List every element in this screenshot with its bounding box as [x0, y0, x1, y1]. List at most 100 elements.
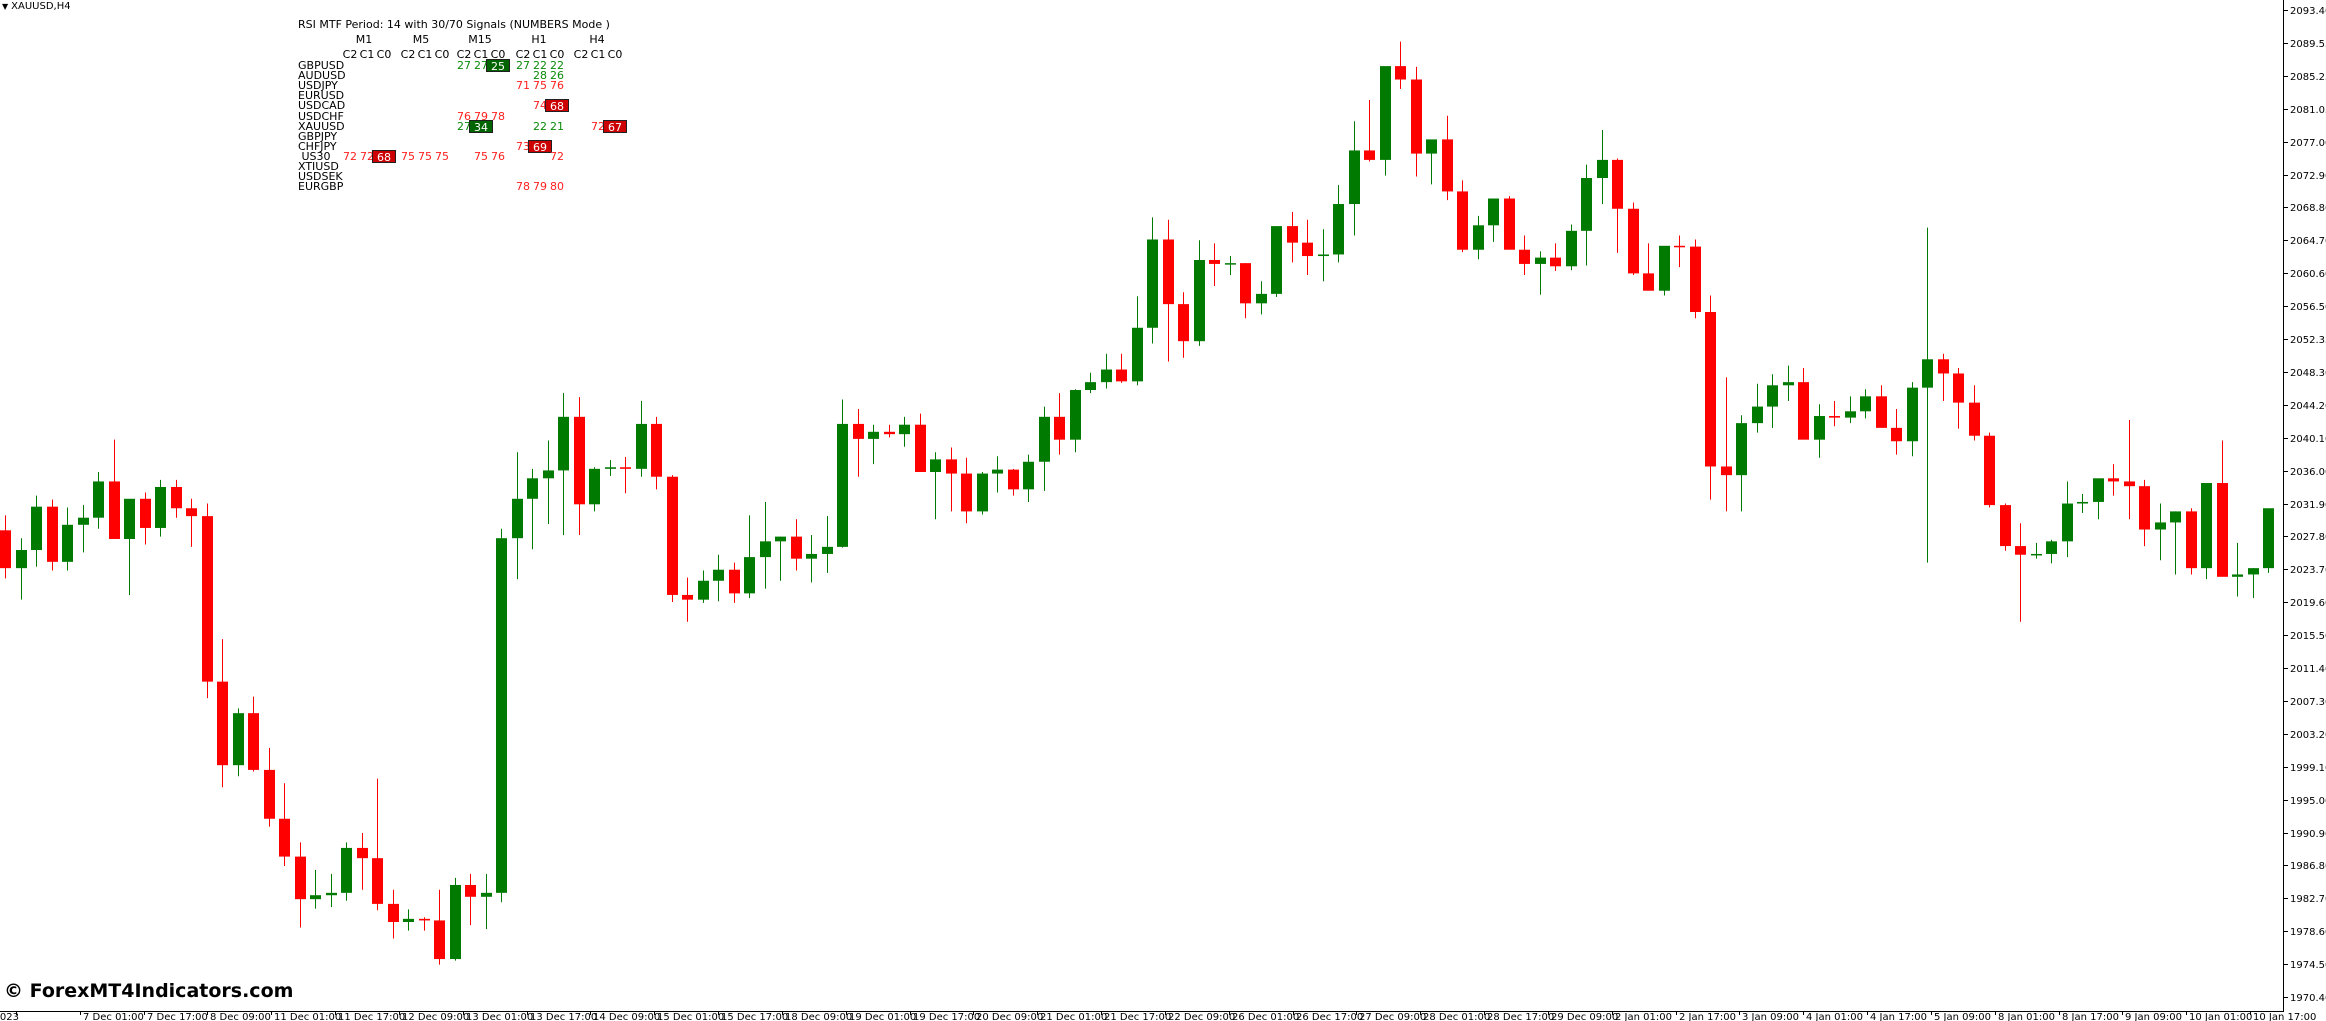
candle [1597, 129, 1608, 205]
price-axis[interactable]: 2093.40 2089.55 2085.25 2081.05 2077.00 2072.… [2283, 0, 2326, 1011]
price-label: 1970.40 [2290, 993, 2326, 1004]
candle [1938, 353, 1949, 402]
candle [1798, 367, 1809, 440]
candle [450, 877, 461, 961]
rsi-value: 72 [550, 150, 564, 163]
window-menu-icon[interactable]: ▼ [2, 1, 9, 11]
candle [1256, 281, 1267, 315]
price-label: 2089.55 [2290, 39, 2326, 50]
candle [310, 869, 321, 909]
candle [589, 467, 600, 512]
price-label: 2011.40 [2290, 664, 2326, 675]
bear-candle-body [434, 920, 445, 960]
candle [806, 535, 817, 583]
candle [1039, 406, 1050, 491]
symbol-label: EURGBP [298, 180, 344, 193]
candle [1907, 382, 1918, 457]
bull-candle-body [543, 470, 554, 479]
bull-candle-body [589, 468, 600, 505]
time-label: 28 Dec 01:00 [1423, 1012, 1490, 1021]
symbol-label: XTIUSD [298, 160, 339, 173]
candle [2217, 440, 2228, 577]
bear-candle-body [1411, 79, 1422, 154]
candle [31, 495, 42, 567]
time-label: 8 Jan 01:00 [1998, 1012, 2055, 1021]
price-label: 1999.10 [2290, 763, 2326, 774]
candle-column-header: C0 [549, 48, 565, 61]
candle [2124, 419, 2135, 520]
time-label: 11 Dec 17:00 [338, 1012, 405, 1021]
bear-candle-body [1829, 416, 1840, 418]
price-label: 2031.90 [2290, 500, 2326, 511]
candle [775, 536, 786, 581]
price-label: 1995.00 [2290, 796, 2326, 807]
candle [651, 416, 662, 490]
bull-candle-body [1085, 382, 1096, 391]
bear-candle-body [1054, 416, 1065, 440]
price-label: 1990.90 [2290, 829, 2326, 840]
rsi-value: 22 [533, 120, 547, 133]
candle [2248, 568, 2259, 599]
rsi-value: 27 [516, 59, 530, 72]
bull-candle-body [1752, 406, 1763, 424]
bull-candle-body [1101, 369, 1112, 383]
candle [481, 873, 492, 930]
bull-candle-body [775, 536, 786, 542]
bull-candle-body [155, 486, 166, 528]
bull-candle-body [822, 546, 833, 554]
bull-candle-body [636, 423, 647, 469]
bull-candle-body [899, 424, 910, 435]
candle [1442, 115, 1453, 201]
bull-candle-body [341, 847, 352, 893]
bull-candle-body [1767, 385, 1778, 407]
bear-candle-body [574, 416, 585, 505]
candle [1240, 263, 1251, 319]
price-label: 1982.70 [2290, 894, 2326, 905]
bear-candle-body [791, 536, 802, 559]
time-label: 27 Dec 09:00 [1359, 1012, 1426, 1021]
candle [1984, 432, 1995, 508]
candle [1302, 219, 1313, 275]
candle [279, 783, 290, 867]
bull-candle-body [1736, 423, 1747, 476]
bull-candle-body [450, 884, 461, 960]
candle [1132, 296, 1143, 386]
rsi-value: 75 [474, 150, 488, 163]
candle [884, 424, 895, 438]
time-label: 11 Dec 01:00 [274, 1012, 341, 1021]
candle [341, 842, 352, 901]
bull-candle-body [496, 538, 507, 893]
symbol-label: EURUSD [298, 89, 345, 102]
time-label: 13 Dec 17:00 [530, 1012, 597, 1021]
bear-candle-body [1008, 469, 1019, 490]
bull-candle-body [837, 423, 848, 547]
candle [2062, 481, 2073, 558]
bear-candle-body [264, 769, 275, 819]
bull-candle-body [512, 498, 523, 539]
bear-candle-body [620, 467, 631, 469]
bear-candle-body [1240, 263, 1251, 304]
time-label: 3 Jan 09:00 [1742, 1012, 1799, 1021]
rsi-signal-box: 25 [486, 59, 510, 73]
candle [217, 639, 228, 788]
price-label: 2093.40 [2290, 6, 2326, 17]
candle [698, 570, 709, 603]
bear-candle-body [1163, 239, 1174, 305]
time-axis[interactable]: 5 Dec 2023 7 Dec 01:007 Dec 17:008 Dec 09… [0, 1011, 2316, 1021]
candle [1566, 224, 1577, 271]
candle [2263, 508, 2274, 573]
bull-candle-body [403, 918, 414, 923]
candle-column-header: C1 [590, 48, 606, 61]
watermark: © ForexMT4Indicators.com [4, 980, 294, 1002]
candle-column-header: C0 [607, 48, 623, 61]
rsi-value: 28 [533, 69, 547, 82]
bear-candle-body [961, 473, 972, 512]
candle [837, 399, 848, 548]
candle [1147, 217, 1158, 344]
bear-candle-body [419, 918, 430, 921]
candle [2139, 479, 2150, 547]
candle [899, 416, 910, 447]
candle [62, 507, 73, 571]
